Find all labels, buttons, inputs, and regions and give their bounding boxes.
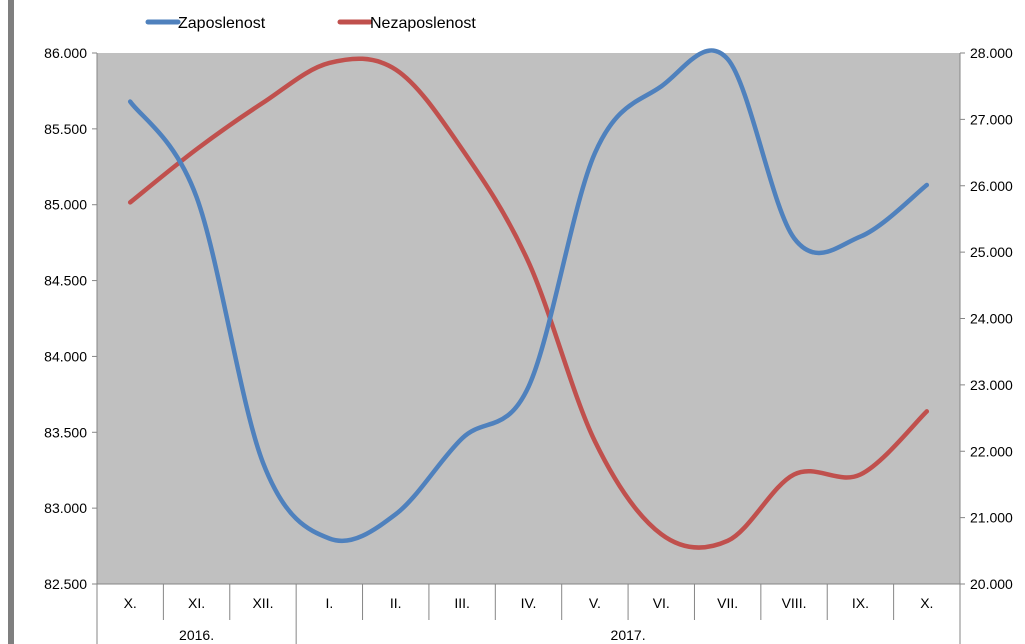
category-label: IX. [852, 595, 869, 611]
right-y-tick-label: 26.000 [970, 178, 1013, 194]
legend: Zaposlenost Nezaposlenost [145, 15, 476, 32]
legend-label-nezaposlenost: Nezaposlenost [370, 15, 476, 32]
right-y-tick-label: 20.000 [970, 576, 1013, 592]
left-y-tick-label: 85.000 [44, 197, 87, 213]
legend-label-zaposlenost: Zaposlenost [178, 15, 266, 32]
axes-layer: 82.500 83.000 83.500 84.000 84.500 85.000 85.5… [44, 45, 1013, 644]
right-y-tick-label: 21.000 [970, 510, 1013, 526]
left-y-tick-label: 84.500 [44, 273, 87, 289]
category-label: II. [390, 595, 402, 611]
right-y-tick-label: 27.000 [970, 111, 1013, 127]
category-label: XII. [252, 595, 273, 611]
category-label: VII. [717, 595, 738, 611]
series-line-zaposlenost [127, 48, 930, 544]
left-y-tick-label: 83.000 [44, 500, 87, 516]
year-label: 2016. [179, 627, 214, 643]
left-y-tick-label: 85.500 [44, 121, 87, 137]
year-label: 2017. [611, 627, 646, 643]
category-label: X. [920, 595, 933, 611]
right-y-tick-label: 25.000 [970, 244, 1013, 260]
category-label: IV. [521, 595, 537, 611]
left-y-tick-label: 83.500 [44, 424, 87, 440]
left-y-tick-label: 84.000 [44, 348, 87, 364]
right-y-tick-label: 23.000 [970, 377, 1013, 393]
category-label: XI. [188, 595, 205, 611]
left-frame-bar [8, 0, 14, 644]
left-y-tick-label: 86.000 [44, 45, 87, 61]
right-y-tick-label: 22.000 [970, 443, 1013, 459]
category-label: V. [589, 595, 601, 611]
plot-area [97, 53, 960, 584]
left-y-tick-label: 82.500 [44, 576, 87, 592]
category-label: III. [454, 595, 470, 611]
series-line-nezaposlenost [127, 56, 930, 550]
series-layer [127, 48, 930, 550]
right-y-tick-label: 28.000 [970, 45, 1013, 61]
category-label: VIII. [782, 595, 807, 611]
category-label: X. [124, 595, 137, 611]
right-y-tick-label: 24.000 [970, 311, 1013, 327]
category-label: VI. [653, 595, 670, 611]
category-label: I. [325, 595, 333, 611]
